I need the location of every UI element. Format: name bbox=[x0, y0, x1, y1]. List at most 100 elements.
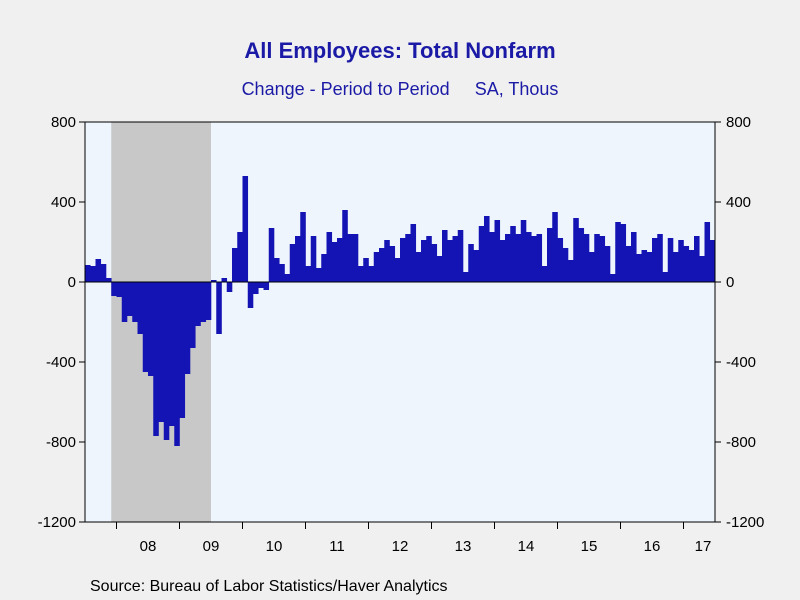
bar bbox=[184, 282, 191, 374]
y-tick-label-right: 800 bbox=[726, 114, 751, 131]
bar bbox=[478, 226, 485, 282]
bar bbox=[190, 282, 196, 348]
bar bbox=[247, 282, 254, 308]
bar bbox=[541, 266, 548, 282]
bar bbox=[337, 238, 343, 282]
x-tick-label: 12 bbox=[392, 538, 409, 555]
bar bbox=[447, 240, 453, 282]
bar bbox=[289, 244, 296, 282]
bar bbox=[489, 232, 495, 282]
y-tick-label-left: 0 bbox=[68, 274, 76, 291]
chart-subtitle: Change - Period to Period SA, Thous bbox=[241, 79, 559, 99]
bar bbox=[300, 212, 306, 282]
bar bbox=[258, 282, 264, 288]
bar bbox=[205, 282, 212, 320]
bar bbox=[368, 266, 375, 282]
bar bbox=[405, 234, 411, 282]
bar bbox=[352, 234, 359, 282]
bar bbox=[268, 228, 275, 282]
bar bbox=[568, 260, 574, 282]
bar bbox=[316, 268, 322, 282]
bar bbox=[678, 240, 684, 282]
x-tick-label: 10 bbox=[266, 538, 283, 555]
x-tick-label: 14 bbox=[518, 538, 535, 555]
bar bbox=[100, 264, 107, 282]
bar bbox=[279, 264, 285, 282]
bar bbox=[699, 256, 705, 282]
source-note: Source: Bureau of Labor Statistics/Haver… bbox=[90, 578, 448, 595]
bar bbox=[421, 240, 427, 282]
bar bbox=[415, 252, 422, 282]
x-tick-label: 13 bbox=[455, 538, 472, 555]
bar bbox=[652, 238, 658, 282]
bar bbox=[90, 266, 96, 282]
bar bbox=[174, 282, 180, 446]
y-tick-label-left: 800 bbox=[51, 114, 76, 131]
bar bbox=[305, 266, 312, 282]
bar bbox=[683, 246, 690, 282]
bar bbox=[116, 282, 123, 297]
y-tick-label-right: -800 bbox=[726, 434, 756, 451]
bar bbox=[536, 234, 543, 282]
y-axis: 800 800 400 400 0 0 -400 -400 -800 -800 -1200 -1200 bbox=[38, 114, 765, 531]
bar bbox=[641, 250, 648, 282]
bar bbox=[95, 259, 102, 282]
bar bbox=[142, 282, 149, 372]
bar bbox=[295, 236, 301, 282]
bar bbox=[667, 238, 674, 282]
bar bbox=[484, 216, 490, 282]
bar bbox=[557, 238, 564, 282]
bar bbox=[379, 248, 385, 282]
bar bbox=[221, 278, 228, 282]
bar bbox=[583, 234, 590, 282]
y-tick-label-left: -400 bbox=[46, 354, 76, 371]
bar bbox=[426, 236, 432, 282]
bar bbox=[646, 252, 653, 282]
bar bbox=[169, 282, 175, 426]
bar bbox=[704, 222, 711, 282]
bar bbox=[573, 218, 579, 282]
bar bbox=[158, 282, 165, 422]
bar bbox=[394, 258, 401, 282]
x-tick-label: 17 bbox=[695, 538, 712, 555]
bar bbox=[688, 250, 695, 282]
bar bbox=[625, 246, 632, 282]
bar bbox=[547, 228, 553, 282]
x-tick-label: 15 bbox=[581, 538, 598, 555]
bar bbox=[615, 222, 621, 282]
y-tick-label-left: 400 bbox=[51, 194, 76, 211]
bar bbox=[195, 282, 201, 326]
bar bbox=[431, 244, 438, 282]
bar bbox=[373, 252, 380, 282]
bar-series bbox=[85, 176, 716, 446]
y-tick-label-left: -1200 bbox=[38, 514, 76, 531]
bar bbox=[531, 236, 537, 282]
bar bbox=[662, 272, 669, 282]
bar bbox=[163, 282, 170, 440]
bar bbox=[452, 236, 459, 282]
bar bbox=[499, 240, 506, 282]
x-tick-label: 09 bbox=[203, 538, 220, 555]
bar bbox=[363, 258, 369, 282]
bar bbox=[253, 282, 259, 294]
bar bbox=[578, 228, 585, 282]
bar bbox=[610, 274, 616, 282]
bar bbox=[400, 238, 406, 282]
chart-title: All Employees: Total Nonfarm bbox=[244, 38, 556, 63]
bar bbox=[232, 248, 238, 282]
bar bbox=[211, 280, 217, 282]
bar bbox=[263, 282, 270, 290]
bar bbox=[468, 244, 474, 282]
bar bbox=[85, 265, 91, 282]
x-axis: 08 09 10 11 12 13 14 15 16 17 bbox=[116, 522, 712, 555]
y-tick-label-right: 0 bbox=[726, 274, 734, 291]
bar bbox=[216, 282, 222, 334]
plot-frame bbox=[84, 121, 716, 523]
x-tick-label: 16 bbox=[644, 538, 661, 555]
bar bbox=[242, 176, 249, 282]
bar bbox=[358, 266, 364, 282]
bar bbox=[526, 232, 532, 282]
bar bbox=[457, 230, 464, 282]
bar bbox=[594, 234, 600, 282]
